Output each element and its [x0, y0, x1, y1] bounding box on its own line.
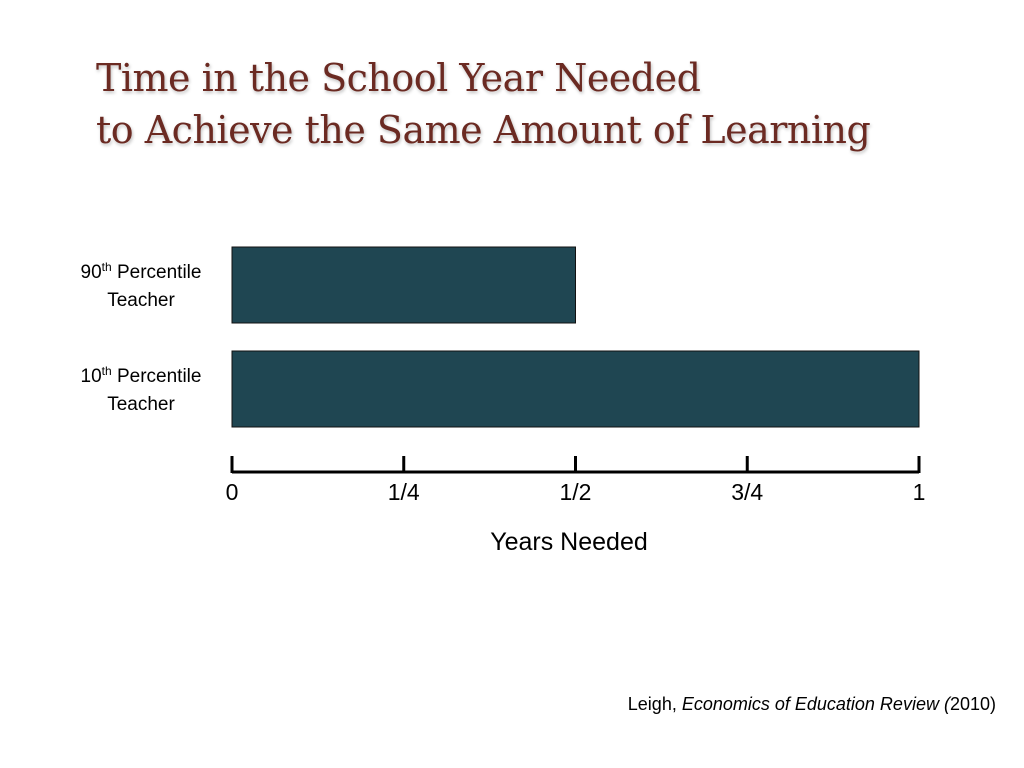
citation: Leigh, Economics of Education Review (20…	[628, 694, 996, 715]
x-tick-label-3: 3/4	[731, 479, 763, 505]
x-tick-label-2: 1/2	[560, 479, 592, 505]
citation-year: 2010)	[949, 694, 996, 714]
x-axis-title: Years Needed	[490, 528, 648, 556]
chart-title-line2: to Achieve the Same Amount of Learning	[96, 108, 871, 152]
bars-group	[231, 246, 920, 428]
x-tick-label-1: 1/4	[388, 479, 420, 505]
bar-1	[231, 350, 920, 428]
citation-author: Leigh,	[627, 694, 682, 714]
category-label-0-line2: Teacher	[107, 290, 175, 311]
chart-title: Time in the School Year Needed to Achiev…	[96, 52, 871, 156]
category-label-1: 10th Percentile	[81, 364, 202, 387]
chart-title-line1: Time in the School Year Needed	[96, 56, 701, 100]
category-label-0: 90th Percentile	[81, 260, 202, 283]
category-label-1-line2: Teacher	[107, 394, 175, 415]
x-tick-label-0: 0	[226, 479, 239, 505]
bar-0	[231, 246, 576, 324]
x-tick-label-4: 1	[913, 479, 926, 505]
x-axis: 0 1/4 1/2 3/4 1	[226, 456, 926, 505]
category-labels: 90th Percentile Teacher 10th Percentile Tea…	[81, 260, 202, 415]
citation-journal: Economics of Education Review (	[681, 694, 950, 714]
